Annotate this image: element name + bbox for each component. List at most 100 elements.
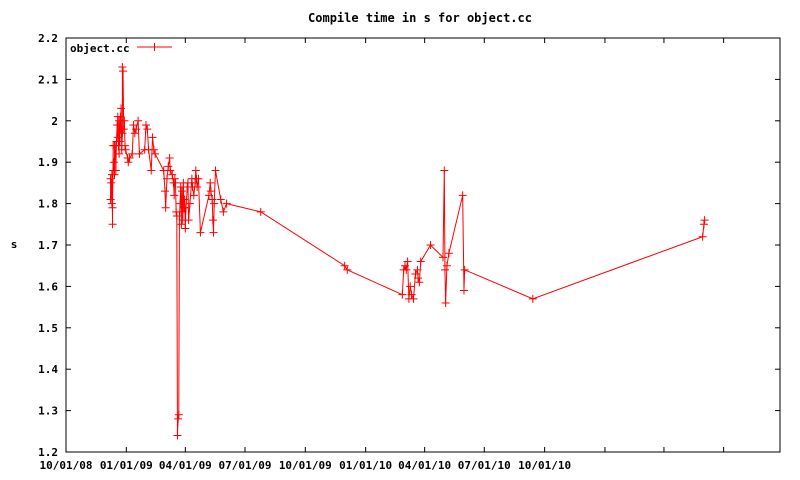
data-point bbox=[189, 191, 198, 200]
data-point bbox=[402, 265, 411, 274]
y-tick-label: 2 bbox=[51, 115, 58, 128]
data-point bbox=[174, 414, 183, 423]
data-point bbox=[143, 125, 152, 134]
data-point bbox=[147, 166, 156, 175]
data-point bbox=[407, 290, 416, 299]
data-point bbox=[115, 149, 124, 158]
data-point bbox=[700, 216, 709, 225]
data-point bbox=[699, 220, 708, 229]
data-point bbox=[222, 199, 231, 208]
data-point bbox=[458, 191, 467, 200]
y-tick-label: 1.5 bbox=[38, 322, 58, 335]
x-tick-label: 01/01/10 bbox=[339, 459, 392, 472]
data-point bbox=[107, 199, 116, 208]
x-tick-label: 10/01/09 bbox=[279, 459, 332, 472]
data-point bbox=[109, 158, 118, 167]
data-point bbox=[403, 257, 412, 266]
data-point bbox=[441, 298, 450, 307]
y-tick-label: 2.1 bbox=[38, 73, 58, 86]
data-point bbox=[108, 203, 117, 212]
data-point bbox=[128, 149, 137, 158]
data-point bbox=[117, 104, 126, 113]
data-point bbox=[340, 261, 349, 270]
data-point bbox=[698, 232, 707, 241]
data-point bbox=[165, 154, 174, 163]
data-point bbox=[170, 191, 179, 200]
data-point bbox=[124, 158, 133, 167]
y-tick-label: 1.8 bbox=[38, 198, 58, 211]
data-point bbox=[413, 265, 422, 274]
data-point bbox=[151, 149, 160, 158]
data-point bbox=[107, 178, 116, 187]
y-tick-label: 2.2 bbox=[38, 32, 58, 45]
x-tick-label: 10/01/10 bbox=[518, 459, 571, 472]
data-point bbox=[209, 228, 218, 237]
data-point bbox=[161, 187, 169, 196]
data-point bbox=[129, 120, 138, 129]
data-point bbox=[106, 174, 115, 183]
data-point bbox=[406, 282, 415, 291]
y-tick-label: 1.7 bbox=[38, 239, 58, 252]
data-point bbox=[162, 174, 171, 183]
data-point bbox=[121, 141, 130, 150]
data-point bbox=[185, 199, 194, 208]
data-point bbox=[211, 166, 220, 175]
data-point bbox=[132, 125, 141, 134]
data-point bbox=[181, 224, 190, 233]
legend-label: object.cc bbox=[70, 42, 130, 55]
data-point bbox=[108, 220, 117, 229]
data-point bbox=[115, 137, 124, 146]
y-axis-label: s bbox=[11, 238, 18, 251]
y-axis: 1.2 1.3 1.4 1.5 1.6 1.7 1.8 1.9 2 2.1 2.2 bbox=[38, 32, 780, 459]
data-point bbox=[208, 195, 217, 204]
data-point bbox=[193, 183, 202, 192]
data-point bbox=[409, 294, 418, 303]
data-point bbox=[181, 203, 190, 212]
data-point bbox=[135, 149, 144, 158]
data-point bbox=[118, 129, 127, 138]
y-tick-label: 1.2 bbox=[38, 446, 58, 459]
plot-frame bbox=[65, 37, 781, 453]
data-point bbox=[528, 294, 537, 303]
data-point bbox=[141, 120, 150, 129]
series-layer bbox=[106, 62, 709, 440]
data-point bbox=[411, 269, 420, 278]
data-point bbox=[120, 116, 129, 125]
data-point bbox=[121, 145, 130, 154]
data-point bbox=[134, 116, 143, 125]
data-point bbox=[118, 62, 127, 71]
data-point bbox=[191, 178, 200, 187]
data-point bbox=[177, 207, 186, 216]
data-point bbox=[400, 261, 409, 270]
data-point bbox=[460, 265, 469, 274]
data-point bbox=[219, 207, 228, 216]
y-tick-label: 1.9 bbox=[38, 156, 58, 169]
x-tick-label: 04/01/09 bbox=[159, 459, 212, 472]
data-point bbox=[119, 67, 128, 76]
data-point bbox=[161, 203, 170, 212]
data-point bbox=[416, 257, 425, 266]
data-point bbox=[148, 133, 157, 142]
data-point bbox=[180, 195, 189, 204]
legend: object.cc bbox=[70, 42, 172, 55]
data-point bbox=[183, 178, 192, 187]
data-point bbox=[177, 220, 186, 229]
x-tick-label: 01/01/09 bbox=[100, 459, 153, 472]
data-point bbox=[414, 274, 423, 283]
data-point bbox=[196, 228, 205, 237]
data-point bbox=[216, 195, 225, 204]
data-point bbox=[210, 199, 219, 208]
data-point bbox=[171, 178, 180, 187]
y-tick-label: 1.4 bbox=[38, 363, 58, 376]
data-point bbox=[111, 166, 120, 175]
data-point bbox=[125, 154, 134, 163]
data-point bbox=[113, 120, 122, 129]
data-point bbox=[119, 125, 128, 134]
x-tick-label: 04/01/10 bbox=[398, 459, 451, 472]
y-tick-label: 1.3 bbox=[38, 405, 58, 418]
data-point bbox=[110, 170, 119, 179]
chart-title: Compile time in s for object.cc bbox=[308, 11, 532, 25]
y-tick-label: 1.6 bbox=[38, 280, 58, 293]
x-axis: 10/01/08 01/01/09 04/01/09 07/01/09 10/01/09… bbox=[40, 38, 725, 472]
